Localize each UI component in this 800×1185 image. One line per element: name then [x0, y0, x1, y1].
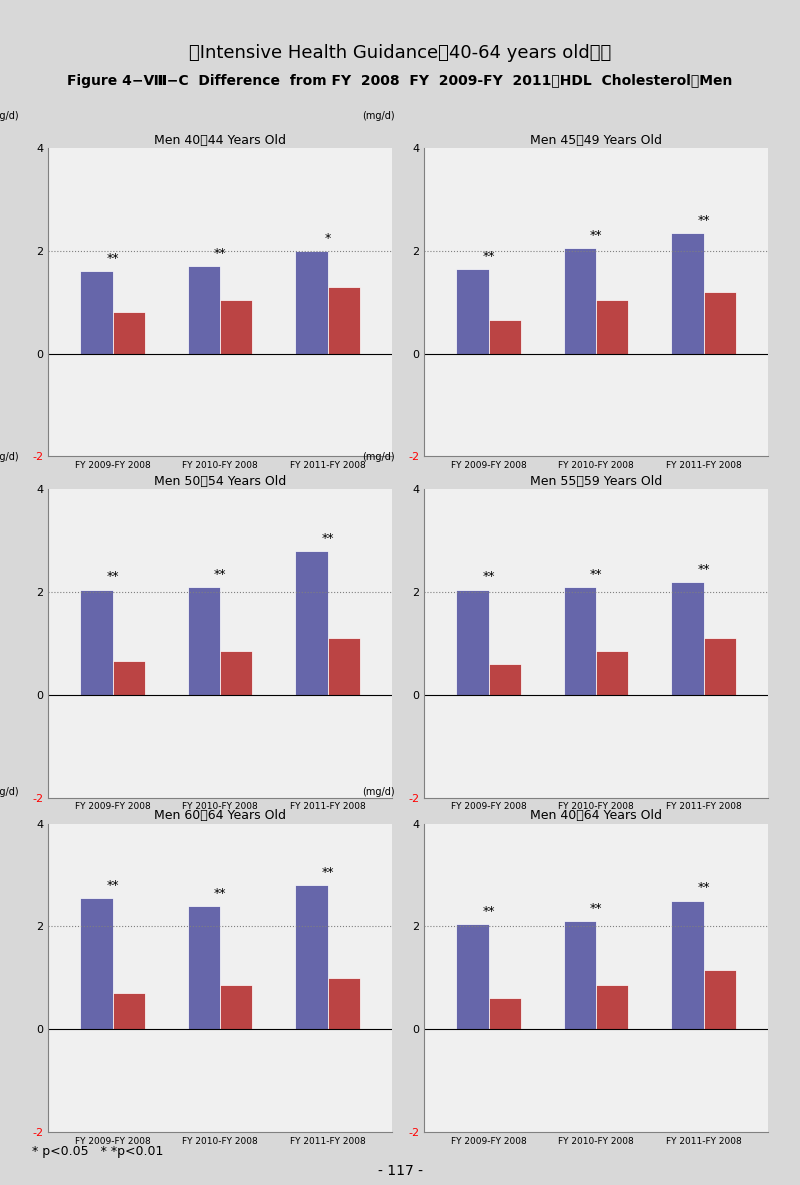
Bar	[456, 590, 489, 694]
Bar	[113, 993, 145, 1029]
Text: (mg/d): (mg/d)	[362, 787, 394, 796]
Bar	[113, 661, 145, 694]
Text: **: **	[698, 882, 710, 895]
Legend: HG Intervention, HG Control: HG Intervention, HG Control	[53, 551, 235, 569]
Bar	[220, 652, 252, 694]
Text: * p<0.05   * *p<0.01: * p<0.05 * *p<0.01	[32, 1146, 163, 1158]
Title: Men 50～54 Years Old: Men 50～54 Years Old	[154, 475, 286, 488]
Text: **: **	[214, 568, 226, 581]
Text: **: **	[482, 570, 494, 583]
Text: **: **	[482, 250, 494, 263]
Bar	[564, 587, 596, 694]
Text: **: **	[322, 532, 334, 545]
Bar	[703, 639, 736, 694]
Bar	[456, 924, 489, 1029]
Bar	[113, 313, 145, 353]
Bar	[327, 639, 360, 694]
Text: (mg/d): (mg/d)	[0, 453, 18, 462]
Text: (mg/d): (mg/d)	[362, 111, 394, 121]
Bar	[295, 251, 327, 353]
Bar	[489, 664, 521, 694]
Text: **: **	[106, 879, 118, 892]
Bar	[327, 978, 360, 1029]
Bar	[295, 551, 327, 694]
Text: **: **	[698, 563, 710, 576]
Bar	[489, 320, 521, 353]
Bar	[703, 969, 736, 1029]
Bar	[596, 300, 628, 353]
Bar	[188, 267, 220, 353]
Title: Men 40～64 Years Old: Men 40～64 Years Old	[530, 809, 662, 822]
Bar	[327, 287, 360, 353]
Bar	[671, 232, 703, 353]
Bar	[564, 248, 596, 353]
Bar	[489, 998, 521, 1029]
Bar	[564, 921, 596, 1029]
Bar	[671, 582, 703, 694]
Text: Figure 4−Ⅷ−C  Difference  from FY  2008  FY  2009-FY  2011・HDL  Cholesterol・Men: Figure 4−Ⅷ−C Difference from FY 2008 FY …	[67, 73, 733, 88]
Text: 【Intensive Health Guidance（40-64 years old）】: 【Intensive Health Guidance（40-64 years o…	[189, 44, 611, 63]
Title: Men 45～49 Years Old: Men 45～49 Years Old	[530, 134, 662, 147]
Text: (mg/d): (mg/d)	[0, 787, 18, 796]
Bar	[671, 901, 703, 1029]
Bar	[596, 652, 628, 694]
Bar	[188, 905, 220, 1029]
Text: **: **	[590, 568, 602, 581]
Bar	[80, 898, 113, 1029]
Text: (mg/d): (mg/d)	[0, 111, 18, 121]
Title: Men 55～59 Years Old: Men 55～59 Years Old	[530, 475, 662, 488]
Text: **: **	[214, 886, 226, 899]
Title: Men 40～44 Years Old: Men 40～44 Years Old	[154, 134, 286, 147]
Text: - 117 -: - 117 -	[378, 1164, 422, 1178]
Text: *: *	[324, 231, 330, 244]
Text: (mg/d): (mg/d)	[362, 453, 394, 462]
Bar	[596, 986, 628, 1029]
Bar	[80, 271, 113, 353]
Legend: HG Intervention, HG Control: HG Intervention, HG Control	[429, 551, 611, 569]
Bar	[188, 587, 220, 694]
Bar	[703, 292, 736, 353]
Text: **: **	[106, 252, 118, 265]
Text: **: **	[482, 904, 494, 917]
Bar	[80, 590, 113, 694]
Bar	[456, 269, 489, 353]
Bar	[220, 300, 252, 353]
Bar	[220, 986, 252, 1029]
Legend: HG Intervention, HG Control: HG Intervention, HG Control	[429, 892, 611, 910]
Bar	[295, 885, 327, 1029]
Title: Men 60～64 Years Old: Men 60～64 Years Old	[154, 809, 286, 822]
Text: **: **	[590, 902, 602, 915]
Text: **: **	[590, 229, 602, 242]
Text: **: **	[698, 213, 710, 226]
Legend: HG Intervention, HG Control: HG Intervention, HG Control	[53, 892, 235, 910]
Text: **: **	[322, 866, 334, 879]
Text: **: **	[214, 246, 226, 260]
Text: **: **	[106, 570, 118, 583]
